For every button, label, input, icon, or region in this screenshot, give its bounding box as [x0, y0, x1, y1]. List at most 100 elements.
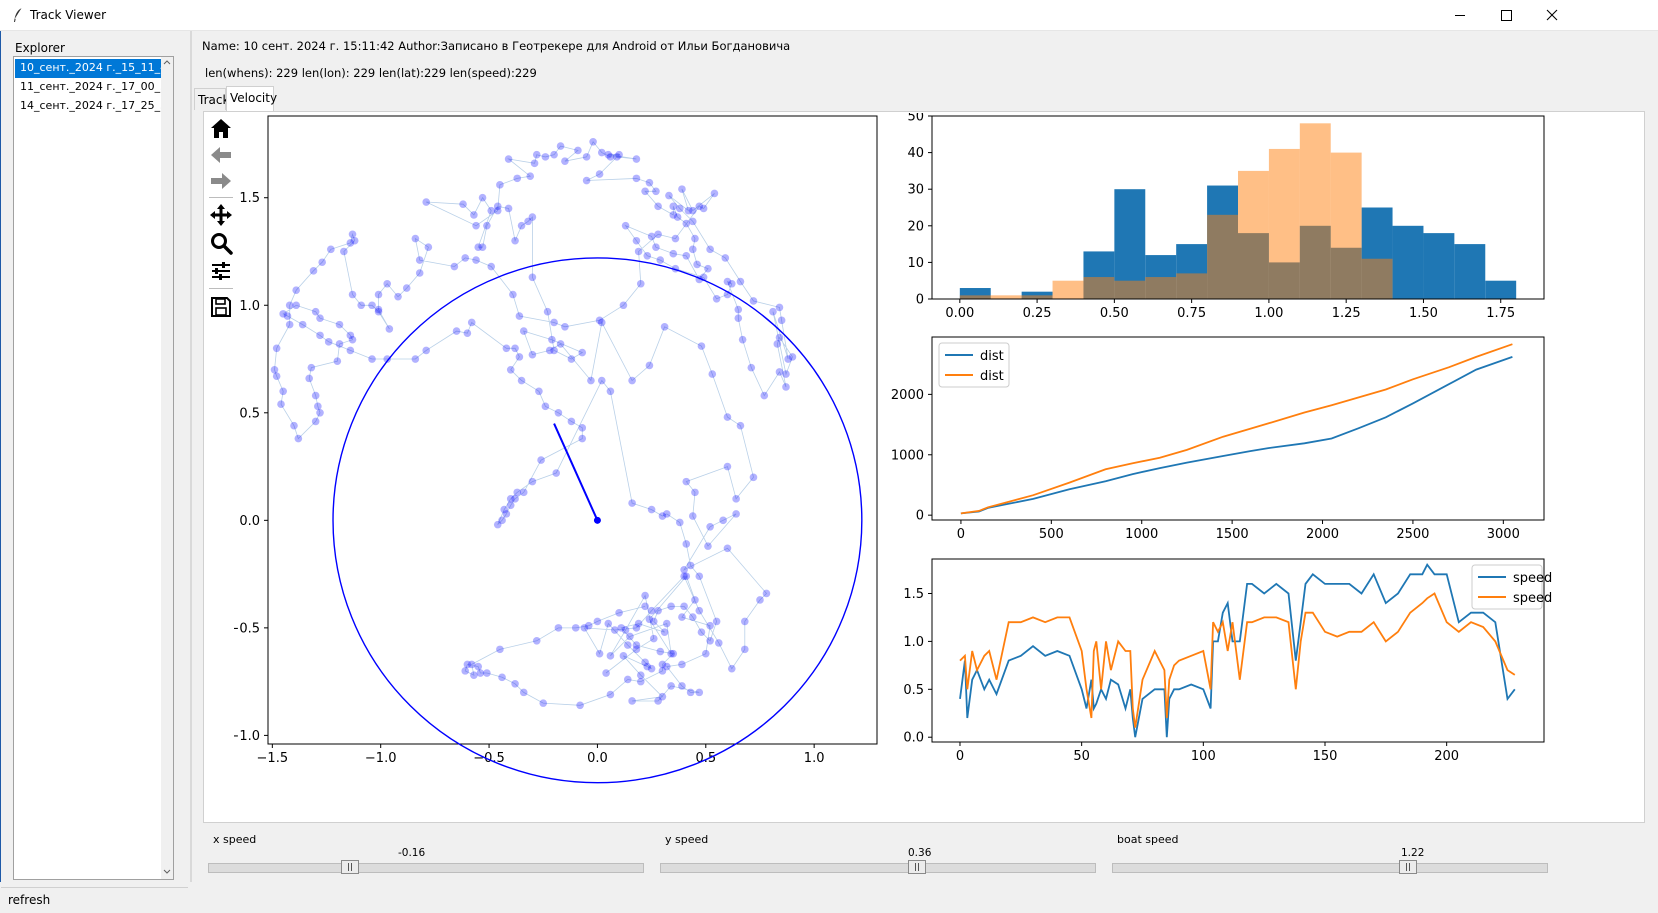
velocity-point	[524, 217, 532, 226]
velocity-point	[658, 692, 667, 701]
velocity-point	[647, 664, 656, 673]
velocity-point	[346, 346, 355, 355]
velocity-point	[493, 202, 502, 211]
velocity-point	[708, 370, 717, 378]
velocity-point	[298, 320, 307, 329]
track-path	[274, 141, 793, 706]
velocity-point	[593, 617, 602, 626]
back-icon[interactable]	[208, 142, 234, 168]
velocity-point	[368, 355, 376, 363]
y-tick-label: 0	[916, 293, 924, 308]
velocity-point	[782, 370, 790, 378]
x-tick-label: 3000	[1487, 527, 1520, 542]
velocity-point	[346, 239, 355, 247]
velocity-point	[463, 329, 472, 338]
plots-canvas[interactable]: −1.5 −1.0 −0.5 0.0 0.5 1.0 −1.0 −0.5 0.0 0.5 1.0 1.…	[234, 113, 1642, 821]
minimize-button[interactable]	[1437, 0, 1483, 31]
velocity-point	[604, 619, 613, 628]
velocity-point	[548, 335, 556, 344]
origin-point	[593, 516, 601, 524]
y-speed-slider-thumb[interactable]	[908, 860, 927, 874]
hist-bar	[1114, 280, 1146, 299]
tab-velocity[interactable]: Velocity	[226, 86, 277, 111]
velocity-point	[749, 473, 758, 482]
velocity-point	[680, 572, 688, 581]
file-list-scrollbar[interactable]	[161, 57, 173, 879]
x-speed-slider-thumb[interactable]	[340, 860, 359, 874]
x-tick-label: 2500	[1396, 527, 1429, 542]
velocity-point	[727, 664, 736, 673]
velocity-point	[476, 669, 485, 677]
file-item[interactable]: 11_сент._2024 г._17_00_52.kml	[20, 80, 162, 93]
x-tick-label: 0.75	[1177, 306, 1206, 321]
velocity-point	[680, 565, 688, 574]
velocity-point	[736, 421, 745, 430]
close-button[interactable]	[1529, 0, 1575, 31]
velocity-point	[483, 221, 491, 230]
y-tick-label: 0.0	[903, 731, 924, 746]
velocity-point	[279, 387, 287, 396]
zoom-icon[interactable]	[208, 230, 234, 256]
velocity-point	[719, 516, 727, 525]
file-item[interactable]: 10_сент._2024 г._15_11_42.kml	[15, 59, 162, 78]
velocity-point	[693, 260, 701, 269]
velocity-point	[667, 649, 675, 658]
velocity-point	[697, 342, 706, 350]
velocity-point	[678, 185, 686, 193]
velocity-point	[621, 221, 630, 230]
x-speed-slider-track[interactable]	[208, 863, 644, 873]
refresh-button[interactable]: refresh	[1, 887, 188, 913]
pan-icon[interactable]	[208, 202, 234, 228]
tab-track[interactable]: Track	[194, 88, 229, 110]
y-tick-label: 0.5	[903, 683, 924, 698]
velocity-point	[678, 613, 686, 621]
velocity-point	[500, 505, 509, 514]
velocity-point	[604, 150, 613, 159]
velocity-point	[675, 204, 684, 213]
velocity-point	[734, 314, 743, 322]
velocity-point	[727, 279, 736, 288]
velocity-point	[340, 247, 348, 256]
velocity-point	[740, 617, 749, 626]
maximize-button[interactable]	[1483, 0, 1529, 31]
forward-icon[interactable]	[208, 168, 234, 194]
x-tick-label: −1.5	[257, 751, 289, 766]
velocity-point	[545, 346, 554, 355]
x-tick-label: −1.0	[365, 751, 397, 766]
configure-subplots-icon[interactable]	[208, 258, 234, 284]
velocity-point	[695, 606, 704, 615]
home-icon[interactable]	[208, 116, 234, 142]
x-tick-label: 0.50	[1100, 306, 1129, 321]
velocity-point	[487, 262, 496, 271]
velocity-point	[699, 204, 708, 213]
file-item[interactable]: 14_сент._2024 г._17_25_37.kml	[20, 99, 162, 112]
x-tick-label: 1000	[1125, 527, 1158, 542]
distance-frame	[931, 336, 1545, 521]
y-tick-label: 40	[907, 146, 924, 161]
velocity-point	[695, 688, 704, 697]
velocity-point	[654, 230, 662, 239]
boat-speed-slider-track[interactable]	[1112, 863, 1548, 873]
velocity-point	[483, 669, 491, 677]
velocity-point	[669, 202, 678, 211]
scroll-up-icon[interactable]	[163, 60, 171, 65]
velocity-point	[474, 662, 483, 671]
x-speed-label: x speed	[213, 833, 257, 846]
velocity-point	[496, 181, 504, 189]
velocity-point	[327, 245, 335, 254]
velocity-point	[647, 606, 656, 615]
slider-area: x speed -0.16 y speed 0.36 boat speed 1.…	[203, 825, 1645, 880]
velocity-point	[567, 355, 576, 363]
velocity-point	[324, 338, 333, 346]
velocity-point	[509, 290, 517, 299]
velocity-point	[628, 376, 636, 385]
scroll-down-icon[interactable]	[163, 869, 171, 874]
velocity-point	[686, 561, 695, 570]
velocity-point	[691, 234, 699, 243]
boat-speed-slider-thumb[interactable]	[1399, 860, 1418, 874]
y-speed-slider-track[interactable]	[660, 863, 1096, 873]
file-list[interactable]: 10_сент._2024 г._15_11_42.kml 11_сент._2…	[13, 56, 174, 880]
velocity-point	[636, 671, 645, 679]
save-icon[interactable]	[208, 294, 234, 320]
velocity-point	[641, 658, 649, 667]
